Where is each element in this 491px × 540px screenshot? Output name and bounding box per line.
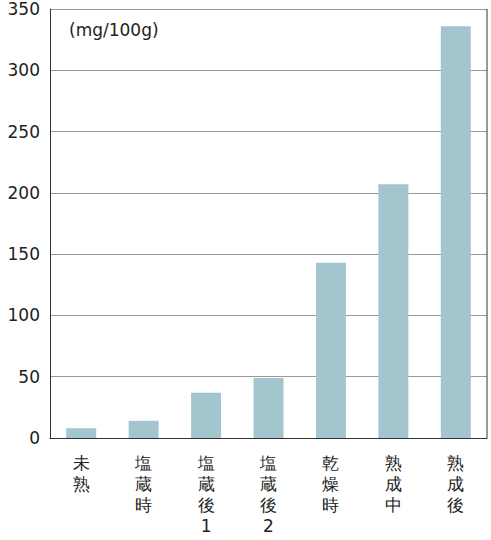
svg-text:成: 成 [385,474,402,494]
svg-text:0: 0 [29,428,40,448]
svg-text:100: 100 [8,305,40,325]
svg-text:(mg/100g): (mg/100g) [69,20,159,40]
svg-text:成: 成 [447,474,464,494]
svg-text:蔵: 蔵 [260,474,277,494]
svg-text:塩: 塩 [197,453,215,473]
svg-text:2: 2 [263,516,274,536]
svg-text:350: 350 [8,0,40,19]
svg-text:250: 250 [8,122,40,142]
svg-text:後: 後 [447,495,464,515]
svg-text:後: 後 [260,495,277,515]
svg-text:50: 50 [18,367,40,387]
svg-text:300: 300 [8,60,40,80]
svg-text:中: 中 [385,495,402,515]
svg-text:熟: 熟 [447,453,464,473]
svg-text:燥: 燥 [322,474,339,494]
svg-text:蔵: 蔵 [198,474,215,494]
svg-text:熟: 熟 [73,474,90,494]
svg-text:150: 150 [8,244,40,264]
svg-text:未: 未 [73,453,90,473]
svg-text:塩: 塩 [134,453,152,473]
svg-text:蔵: 蔵 [135,474,152,494]
svg-text:時: 時 [135,495,152,515]
svg-text:1: 1 [201,516,212,536]
svg-text:時: 時 [322,495,339,515]
svg-text:後: 後 [198,495,215,515]
svg-text:200: 200 [8,183,40,203]
svg-text:熟: 熟 [385,453,402,473]
svg-text:乾: 乾 [322,453,339,473]
svg-text:塩: 塩 [259,453,277,473]
